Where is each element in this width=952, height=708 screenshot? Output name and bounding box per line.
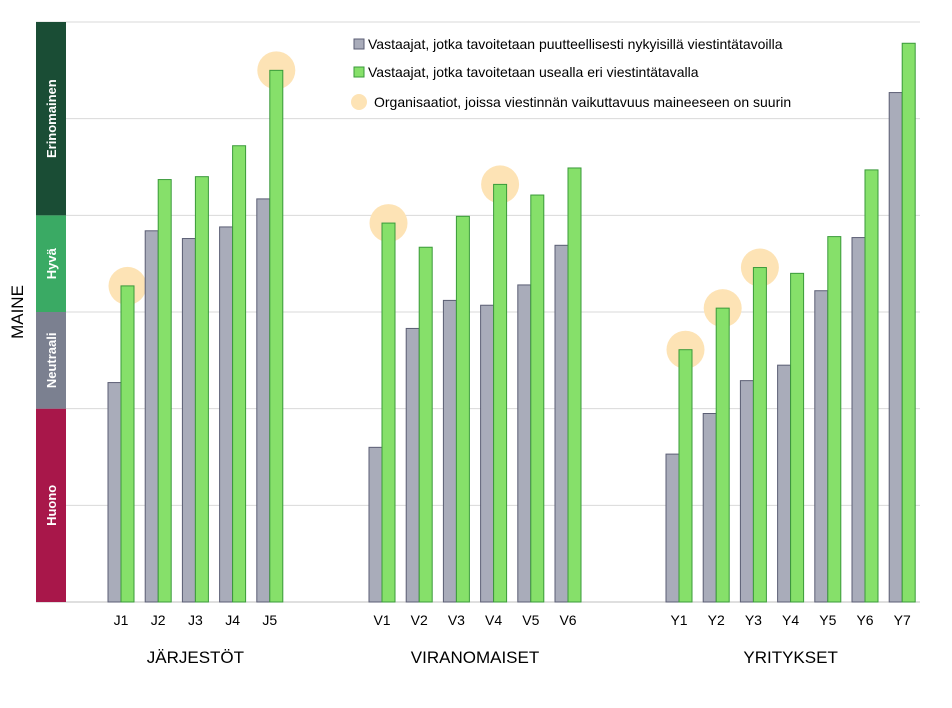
bar-Y4-series-2 xyxy=(790,272,805,603)
x-tick-label: J3 xyxy=(188,612,203,628)
x-tick-label: Y6 xyxy=(856,612,873,628)
x-tick-label: V1 xyxy=(373,612,390,628)
x-tick-label: J4 xyxy=(225,612,240,628)
bar-Y3-series-1 xyxy=(739,380,754,603)
bar-J4-series-2 xyxy=(232,145,247,603)
x-tick-label: V2 xyxy=(411,612,428,628)
reputation-band-1 xyxy=(36,408,66,602)
x-tick-label: Y2 xyxy=(708,612,725,628)
legend: Vastaajat, jotka tavoitetaan puutteellis… xyxy=(351,36,791,110)
reputation-band-3 xyxy=(36,215,66,312)
bar-V3-series-1 xyxy=(442,299,457,603)
bar-Y4-series-1 xyxy=(777,364,792,603)
reputation-band-2 xyxy=(36,312,66,409)
reputation-band-label: Erinomainen xyxy=(44,79,59,158)
bar-V2-series-2 xyxy=(418,246,433,603)
bar-V4-series-2 xyxy=(493,183,508,603)
x-tick-label: V3 xyxy=(448,612,465,628)
bar-J2-series-1 xyxy=(144,230,159,603)
bar-V1-series-1 xyxy=(368,446,383,603)
x-tick-label: V4 xyxy=(485,612,502,628)
x-tick-label: Y3 xyxy=(745,612,762,628)
legend-label-highlight: Organisaatiot, joissa viestinnän vaikutt… xyxy=(374,94,791,110)
bar-Y2-series-1 xyxy=(702,413,717,603)
bar-Y2-series-2 xyxy=(715,307,730,603)
bar-J4-series-1 xyxy=(219,226,234,603)
bar-V1-series-2 xyxy=(381,222,396,603)
bar-Y5-series-2 xyxy=(827,236,842,603)
y-axis-label: MAINE xyxy=(8,285,27,339)
bar-Y7-series-2 xyxy=(901,42,916,603)
bar-Y1-series-2 xyxy=(678,349,693,603)
legend-label-series-2: Vastaajat, jotka tavoitetaan usealla eri… xyxy=(368,64,699,80)
bar-Y6-series-2 xyxy=(864,169,879,603)
x-tick-label: Y5 xyxy=(819,612,836,628)
bar-Y1-series-1 xyxy=(665,453,680,603)
x-tick-label: J2 xyxy=(151,612,166,628)
bar-Y6-series-1 xyxy=(851,237,866,603)
legend-swatch-series-2 xyxy=(353,66,365,78)
bar-V4-series-1 xyxy=(480,304,495,603)
bar-V6-series-1 xyxy=(554,244,569,603)
legend-swatch-highlight xyxy=(351,94,367,110)
x-group-label: JÄRJESTÖT xyxy=(147,648,244,667)
x-group-label: VIRANOMAISET xyxy=(411,648,539,667)
x-tick-label: Y7 xyxy=(894,612,911,628)
reputation-band-label: Huono xyxy=(44,485,59,526)
bar-J3-series-1 xyxy=(181,238,196,603)
bar-J2-series-2 xyxy=(157,179,172,603)
highlight-circles xyxy=(108,51,779,369)
x-tick-label: V5 xyxy=(522,612,539,628)
bar-V3-series-2 xyxy=(455,215,470,603)
bar-J3-series-2 xyxy=(194,176,209,603)
reputation-band-label: Neutraali xyxy=(44,333,59,389)
x-group-label: YRITYKSET xyxy=(743,648,837,667)
legend-label-series-1: Vastaajat, jotka tavoitetaan puutteellis… xyxy=(368,36,783,52)
x-tick-label: V6 xyxy=(559,612,576,628)
x-tick-label: Y4 xyxy=(782,612,799,628)
x-tick-label: J1 xyxy=(114,612,129,628)
reputation-band-label: Hyvä xyxy=(44,247,59,279)
x-tick-label: Y1 xyxy=(670,612,687,628)
bar-V2-series-1 xyxy=(405,327,420,603)
reputation-bands: Huono Neutraali Hyvä Erinomainen xyxy=(36,22,66,602)
bar-V5-series-2 xyxy=(530,194,545,603)
bar-Y3-series-2 xyxy=(752,267,767,603)
legend-swatch-series-1 xyxy=(353,38,365,50)
bar-J1-series-2 xyxy=(120,285,135,603)
bar-J5-series-2 xyxy=(269,69,284,603)
x-tick-label: J5 xyxy=(262,612,277,628)
bar-Y5-series-1 xyxy=(814,290,829,603)
bar-V5-series-1 xyxy=(517,284,532,603)
bar-J5-series-1 xyxy=(256,198,271,603)
bar-V6-series-2 xyxy=(567,167,582,603)
reputation-band-4 xyxy=(36,22,66,216)
bar-Y7-series-1 xyxy=(888,92,903,603)
bar-J1-series-1 xyxy=(107,382,122,603)
bars xyxy=(107,42,916,603)
axis-labels: J1 J2 J3 J4 J5 JÄRJESTÖT V1 V2 V3 V4 V5 V6 VIRANOMAI… xyxy=(114,612,911,667)
